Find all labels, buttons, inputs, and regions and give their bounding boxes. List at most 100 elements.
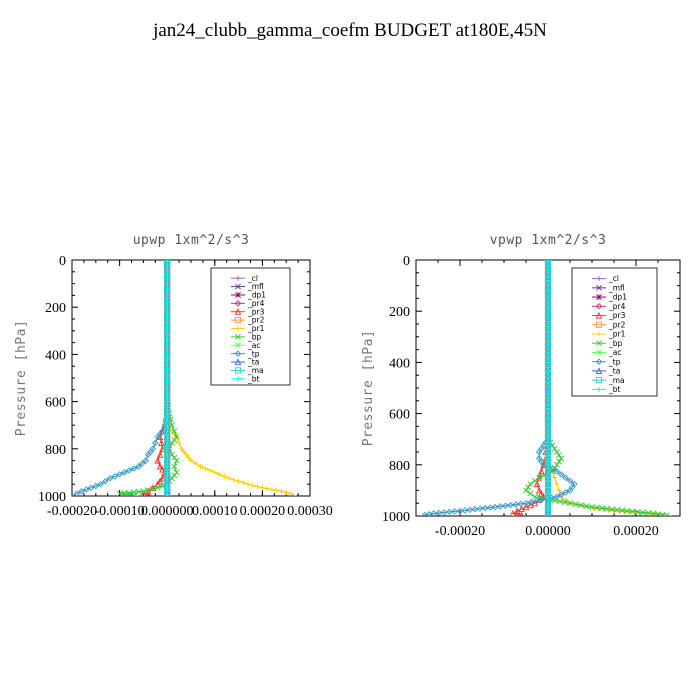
data-point <box>566 477 574 485</box>
legend-label: _bp <box>608 339 623 348</box>
data-point <box>164 457 171 464</box>
legend-label: _mfl <box>608 283 625 292</box>
data-point <box>164 399 170 405</box>
data-point <box>645 510 652 516</box>
legend-box <box>210 267 291 386</box>
legend-label: _pr4 <box>608 302 626 311</box>
data-point <box>164 281 170 287</box>
data-point <box>226 475 232 481</box>
data-point <box>135 488 142 495</box>
data-point <box>188 458 194 464</box>
data-point <box>435 509 443 516</box>
data-point <box>164 428 171 435</box>
legend-label: _ta <box>247 358 259 367</box>
data-point <box>164 410 170 416</box>
data-point <box>164 271 170 277</box>
data-point <box>154 433 161 441</box>
y-tick-label: 0 <box>59 254 66 269</box>
legend-marker <box>235 292 241 298</box>
data-point <box>544 468 552 475</box>
data-point <box>154 456 162 464</box>
data-point <box>164 475 170 481</box>
data-point <box>221 473 227 479</box>
data-point <box>544 436 552 443</box>
series-markers-tp <box>73 260 171 496</box>
data-point <box>164 434 170 440</box>
data-point <box>545 277 551 284</box>
data-point <box>527 490 534 497</box>
data-point <box>240 480 246 486</box>
data-point <box>545 494 551 500</box>
data-point <box>164 394 170 400</box>
data-point <box>624 507 631 514</box>
legend-marker <box>235 333 241 340</box>
data-point <box>159 465 166 473</box>
data-point <box>525 484 532 491</box>
plot-area <box>72 260 296 496</box>
legend-marker <box>234 308 242 315</box>
data-point <box>619 507 626 514</box>
data-point <box>212 469 218 475</box>
series-markers-bt <box>164 260 170 496</box>
data-point <box>164 439 171 446</box>
data-point <box>512 501 519 508</box>
data-point <box>545 449 551 455</box>
data-point <box>545 298 551 304</box>
data-point <box>142 457 150 464</box>
data-point <box>513 507 521 514</box>
data-point <box>156 462 164 470</box>
data-point <box>154 484 161 491</box>
legend-marker <box>596 331 602 337</box>
data-point <box>522 503 530 511</box>
y-tick-label: 200 <box>45 301 66 316</box>
data-point <box>164 285 170 291</box>
data-point <box>130 465 138 472</box>
chart-panel-1: upwp 1xm^2/s^3 Pressure [hPa] 0 200 400 600 80… <box>14 233 333 519</box>
data-point <box>545 349 551 355</box>
data-point <box>583 503 590 509</box>
legend-label: _bt <box>608 385 621 394</box>
data-point <box>519 511 524 516</box>
data-point <box>164 351 170 357</box>
data-point <box>164 422 170 428</box>
data-point <box>545 313 551 319</box>
series-line-tp <box>72 260 168 496</box>
data-point <box>164 410 171 417</box>
data-point <box>144 451 152 458</box>
data-point <box>173 457 180 464</box>
data-point <box>125 467 133 474</box>
data-point <box>164 389 170 395</box>
data-point <box>164 463 171 470</box>
data-point <box>245 481 251 487</box>
data-point <box>202 465 208 472</box>
data-point <box>164 469 171 476</box>
data-point <box>164 370 170 376</box>
legend-label: _pr3 <box>247 307 265 316</box>
data-point <box>164 318 170 324</box>
data-point <box>629 508 636 515</box>
data-point <box>637 510 643 516</box>
data-point <box>545 462 551 468</box>
data-point <box>178 446 185 452</box>
data-point <box>164 304 170 310</box>
legend-marker <box>235 275 241 281</box>
data-point <box>73 490 80 496</box>
data-point <box>538 496 545 504</box>
data-point <box>207 467 213 474</box>
data-point <box>545 385 551 391</box>
data-point <box>599 505 605 512</box>
x-tick-label: -0.00020 <box>435 524 485 539</box>
data-point <box>456 507 464 515</box>
data-point <box>164 347 170 353</box>
legend-label: _tp <box>247 349 260 358</box>
data-point <box>164 491 170 496</box>
legend-label: _pr3 <box>608 311 626 320</box>
data-point <box>545 405 551 412</box>
data-point <box>121 469 128 476</box>
data-point <box>545 267 551 273</box>
legend-label: _bt <box>247 374 260 383</box>
data-point <box>545 293 551 299</box>
data-point <box>572 501 579 508</box>
data-point <box>164 290 170 296</box>
